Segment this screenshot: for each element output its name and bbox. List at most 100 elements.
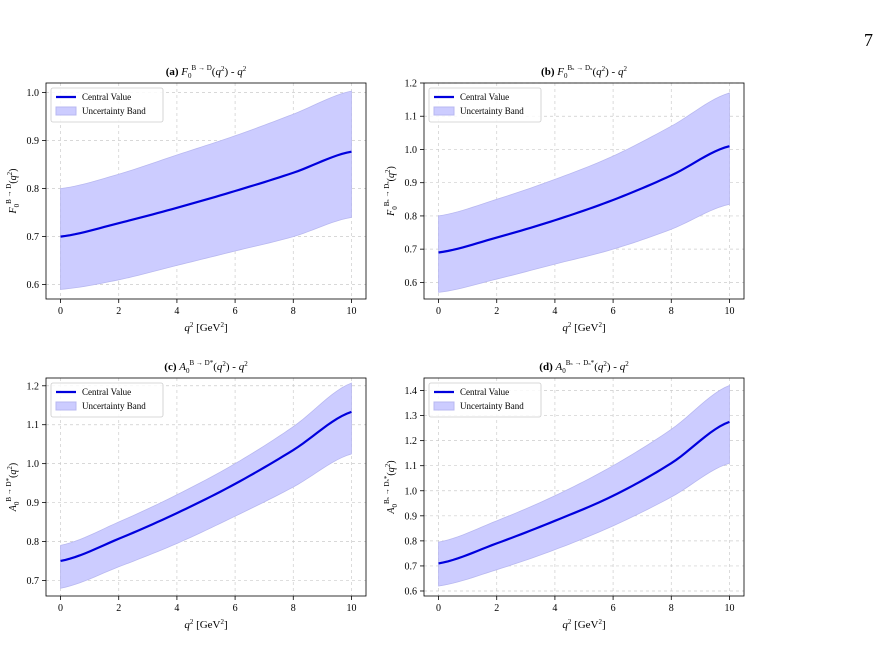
y-tick-label: 0.9: [27, 136, 40, 147]
x-tick-label: 10: [724, 603, 734, 614]
x-tick-label: 10: [346, 306, 356, 317]
legend: Central Value Uncertainty Band: [50, 382, 164, 418]
x-axis-label: q2 [GeV2]: [562, 618, 605, 631]
uncertainty-band: [60, 90, 352, 290]
y-tick-label: 0.6: [405, 278, 418, 289]
uncertainty-band: [60, 382, 352, 589]
x-tick-label: 8: [291, 603, 296, 614]
x-tick-label: 2: [116, 306, 121, 317]
legend: Central Value Uncertainty Band: [428, 382, 542, 418]
legend-band-swatch: [433, 106, 455, 116]
y-tick-label: 0.7: [27, 576, 40, 587]
y-tick-label: 1.1: [405, 112, 418, 123]
y-tick-label: 0.9: [405, 178, 418, 189]
x-tick-label: 2: [494, 306, 499, 317]
central-value-line: [60, 150, 352, 238]
x-tick-label: 0: [58, 603, 63, 614]
y-tick-label: 1.0: [27, 88, 40, 99]
y-tick-label: 1.4: [405, 386, 418, 397]
x-tick-label: 2: [494, 603, 499, 614]
legend-label-central: Central Value: [82, 92, 131, 102]
legend-label-band: Uncertainty Band: [460, 401, 524, 411]
x-tick-label: 0: [436, 603, 441, 614]
legend-label-central: Central Value: [460, 387, 509, 397]
chart-title: (c) A0B → D*(q2) - q2: [164, 359, 248, 375]
uncertainty-band: [438, 92, 730, 293]
x-tick-label: 10: [724, 306, 734, 317]
legend-label-band: Uncertainty Band: [82, 106, 146, 116]
page-number: 7: [864, 30, 873, 50]
x-tick-label: 8: [669, 306, 674, 317]
y-tick-label: 1.2: [405, 436, 418, 447]
legend-label-central: Central Value: [460, 92, 509, 102]
y-tick-label: 0.8: [27, 537, 40, 548]
y-axis-label: A0B → D*(q2): [5, 463, 21, 513]
y-tick-label: 0.9: [405, 511, 418, 522]
y-tick-label: 0.8: [27, 184, 40, 195]
plot-frame: [45, 377, 367, 597]
x-tick-label: 0: [58, 306, 63, 317]
y-tick-label: 0.7: [27, 232, 40, 243]
y-axis-label: F0Bₛ → Dₛ(q2): [383, 166, 399, 217]
legend-band-swatch: [433, 401, 455, 411]
x-tick-label: 4: [552, 306, 557, 317]
x-tick-label: 4: [174, 603, 179, 614]
y-tick-label: 1.0: [27, 459, 40, 470]
x-axis-label: q2 [GeV2]: [184, 618, 227, 631]
y-tick-label: 0.6: [27, 280, 40, 291]
chart-panel-1: 0 2 4 6 8 10 0.6 0.7 0.8 0.9 1.0 1.1 1.2 q2 [GeV2] F0B…: [383, 64, 745, 334]
chart-title: (d) A0Bₛ → Dₛ*(q2) - q2: [539, 359, 629, 375]
legend-box: [50, 87, 164, 123]
x-tick-label: 4: [552, 603, 557, 614]
legend-band-swatch: [55, 401, 77, 411]
chart-panel-2: 0 2 4 6 8 10 0.7 0.8 0.9 1.0 1.1 1.2 q2 [GeV2] A0B → …: [5, 359, 367, 631]
x-tick-label: 2: [116, 603, 121, 614]
x-tick-label: 0: [436, 306, 441, 317]
y-tick-label: 0.7: [405, 561, 418, 572]
legend-label-band: Uncertainty Band: [82, 401, 146, 411]
legend: Central Value Uncertainty Band: [50, 87, 164, 123]
y-tick-label: 1.2: [27, 381, 40, 392]
x-tick-label: 8: [669, 603, 674, 614]
chart-title: (b) F0Bₛ → Dₛ(q2) - q2: [541, 64, 627, 80]
central-value-line: [60, 410, 352, 563]
legend-box: [50, 382, 164, 418]
legend-label-band: Uncertainty Band: [460, 106, 524, 116]
y-tick-label: 0.8: [405, 536, 418, 547]
legend-band-swatch: [55, 106, 77, 116]
y-tick-label: 0.8: [405, 211, 418, 222]
y-tick-label: 1.1: [27, 420, 40, 431]
x-tick-label: 4: [174, 306, 179, 317]
legend-box: [428, 382, 542, 418]
y-tick-label: 1.3: [405, 411, 418, 422]
x-axis-label: q2 [GeV2]: [562, 321, 605, 334]
central-value-line: [438, 420, 730, 565]
chart-panel-0: 0 2 4 6 8 10 0.6 0.7 0.8 0.9 1.0 q2 [GeV2] F0B → D(q…: [5, 64, 367, 334]
y-tick-label: 1.0: [405, 145, 418, 156]
y-tick-label: 0.7: [405, 245, 418, 256]
y-axis-label: A0Bₛ → Dₛ*(q2): [383, 460, 399, 514]
x-axis-label: q2 [GeV2]: [184, 321, 227, 334]
y-axis-label: F0B → D(q2): [5, 168, 21, 214]
plot-frame: [423, 82, 745, 300]
y-tick-label: 0.9: [27, 498, 40, 509]
y-tick-label: 1.0: [405, 486, 418, 497]
x-tick-label: 10: [346, 603, 356, 614]
y-tick-label: 0.6: [405, 586, 418, 597]
x-tick-label: 6: [233, 306, 238, 317]
legend-label-central: Central Value: [82, 387, 131, 397]
y-tick-label: 1.1: [405, 461, 418, 472]
plot-frame: [45, 82, 367, 300]
legend: Central Value Uncertainty Band: [428, 87, 542, 123]
plot-frame: [423, 377, 745, 597]
x-tick-label: 6: [611, 603, 616, 614]
x-tick-label: 6: [233, 603, 238, 614]
uncertainty-band: [438, 384, 730, 587]
x-tick-label: 6: [611, 306, 616, 317]
x-tick-label: 8: [291, 306, 296, 317]
chart-panel-3: 0 2 4 6 8 10 0.6 0.7 0.8 0.9 1.0 1.1 1.2 1.3 1.4 q2 [Ge…: [383, 359, 745, 631]
central-value-line: [438, 145, 730, 254]
chart-title: (a) F0B → D(q2) - q2: [166, 64, 247, 80]
legend-box: [428, 87, 542, 123]
